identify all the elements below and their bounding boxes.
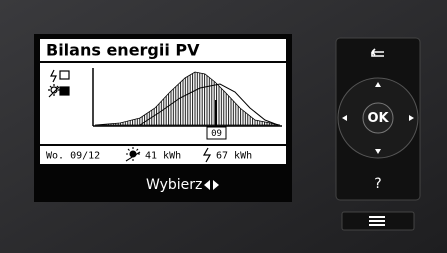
consumed-label: 67 kWh xyxy=(216,151,252,162)
device: Bilans energii PV 09 Wo. 09/12 41 kWh 67… xyxy=(0,0,447,253)
help-button[interactable]: ? xyxy=(374,176,381,192)
softkey-label[interactable]: Wybierz xyxy=(146,177,202,193)
screen-title: Bilans energii PV xyxy=(46,41,200,60)
cursor-label: 09 xyxy=(211,129,222,139)
page: Bilans energii PV 09 Wo. 09/12 41 kWh 67… xyxy=(0,0,447,253)
date-label: Wo. 09/12 xyxy=(46,151,100,162)
ok-label: OK xyxy=(367,111,389,126)
produced-label: 41 kWh xyxy=(145,151,181,162)
